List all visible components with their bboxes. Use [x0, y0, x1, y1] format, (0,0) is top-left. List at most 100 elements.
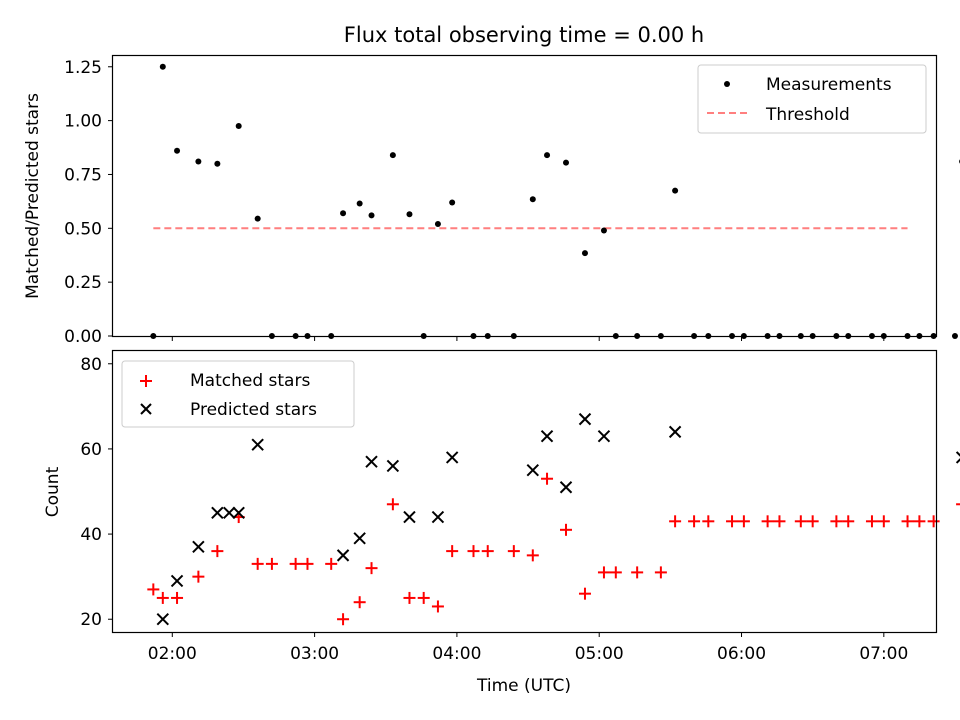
measurement-point — [195, 158, 202, 165]
matched-star-point — [631, 566, 644, 579]
matched-star-point — [467, 545, 480, 558]
matched-star-point — [794, 515, 807, 528]
predicted-star-point — [578, 412, 592, 426]
matched-star-point — [541, 472, 554, 485]
matched-star-point — [446, 545, 459, 558]
legend-predicted-label: Predicted stars — [190, 400, 317, 420]
measurement-point — [600, 227, 607, 234]
predicted-star-point — [353, 532, 366, 545]
predicted-star-point — [540, 429, 554, 443]
bottom-y-tick-label: 40 — [80, 525, 102, 545]
matched-star-point — [761, 515, 774, 528]
bottom-plot-area: 20 40 60 80 02:00 03:00 04:00 05:00 06:00 07:00 — [80, 355, 960, 664]
matched-star-point — [913, 515, 926, 528]
measurement-point — [529, 196, 536, 203]
x-tick-label: 02:00 — [148, 644, 197, 664]
matched-star-point — [211, 545, 224, 558]
measurement-point — [214, 160, 221, 167]
top-plot-frame — [111, 54, 938, 338]
matched-star-point — [654, 566, 667, 579]
x-tick-label: 07:00 — [859, 644, 908, 664]
matched-star-point — [147, 583, 160, 596]
measurement-point — [254, 215, 261, 222]
measurement-point — [406, 211, 413, 218]
x-tick-label: 06:00 — [717, 644, 766, 664]
top-y-tick-label: 1.25 — [64, 58, 102, 78]
matched-star-point — [609, 566, 622, 579]
predicted-star-point — [403, 510, 416, 524]
predicted-star-point — [445, 451, 459, 464]
matched-star-point — [386, 498, 399, 511]
matched-star-point — [773, 515, 786, 528]
predicted-star-point — [365, 455, 378, 468]
bottom-y-axis-label: Count — [43, 466, 63, 517]
predicted-star-point — [170, 574, 184, 588]
bottom-legend: Matched stars Predicted stars — [121, 360, 355, 428]
top-y-tick-label: 1.00 — [64, 112, 102, 132]
matched-star-point — [403, 591, 416, 604]
matched-star-point — [560, 523, 573, 536]
predicted-star-point — [559, 481, 573, 494]
matched-star-point — [578, 587, 591, 600]
matched-star-point — [325, 557, 338, 570]
measurement-point — [563, 159, 570, 166]
matched-star-point — [702, 515, 715, 528]
predicted-star-point — [156, 613, 170, 626]
measurement-point — [174, 147, 181, 154]
top-legend-box — [697, 64, 927, 134]
bottom-y-tick-label: 80 — [80, 355, 102, 375]
bottom-legend-box — [121, 360, 355, 428]
x-tick-label: 05:00 — [575, 644, 624, 664]
predicted-star-point — [211, 506, 224, 519]
measurement-point — [449, 199, 456, 206]
matched-star-point — [251, 557, 264, 570]
predicted-star-point — [431, 510, 445, 524]
measurement-point — [544, 152, 551, 159]
matched-star-point — [289, 557, 302, 570]
matched-star-point — [901, 515, 914, 528]
bottom-y-tick-label: 60 — [80, 440, 102, 460]
matched-star-point — [865, 515, 878, 528]
measurement-point — [581, 250, 588, 257]
matched-star-point — [417, 591, 430, 604]
matched-star-point — [669, 515, 682, 528]
measurement-point — [434, 221, 441, 227]
matched-star-point — [526, 549, 539, 562]
matched-star-point — [192, 570, 205, 583]
x-axis-label: Time (UTC) — [476, 676, 571, 696]
matched-star-point — [337, 613, 350, 626]
measurement-point — [340, 210, 347, 217]
predicted-star-point — [955, 451, 960, 464]
measurement-point — [389, 152, 396, 159]
matched-star-point — [927, 515, 940, 528]
predicted-star-point — [597, 429, 611, 443]
bottom-y-tick-label: 20 — [80, 610, 102, 630]
measurement-point — [672, 187, 679, 194]
matched-star-point — [726, 515, 739, 528]
top-y-tick-label: 0.00 — [64, 327, 102, 347]
legend-measurements-label: Measurements — [766, 75, 892, 95]
predicted-star-point — [336, 549, 350, 562]
measurement-point — [159, 63, 166, 70]
predicted-star-point — [223, 506, 236, 519]
matched-star-point — [830, 515, 843, 528]
predicted-star-point — [232, 506, 245, 519]
matched-star-point — [365, 562, 378, 575]
matched-star-point — [481, 545, 494, 558]
matched-star-point — [353, 596, 366, 609]
predicted-star-point — [668, 425, 682, 439]
measurement-point — [368, 212, 375, 219]
matched-star-point — [265, 557, 278, 570]
matched-star-point — [737, 515, 750, 528]
matched-star-point — [431, 600, 444, 613]
predicted-star-point — [192, 540, 205, 554]
bottom-plot-frame — [111, 349, 938, 634]
predicted-star-point — [526, 464, 540, 477]
legend-matched-label: Matched stars — [190, 371, 310, 391]
x-tick-label: 04:00 — [432, 644, 481, 664]
x-tick-label: 03:00 — [290, 644, 339, 664]
chart-title: Flux total observing time = 0.00 h — [344, 23, 704, 47]
predicted-star-point — [251, 438, 264, 451]
matched-star-point — [156, 591, 169, 604]
